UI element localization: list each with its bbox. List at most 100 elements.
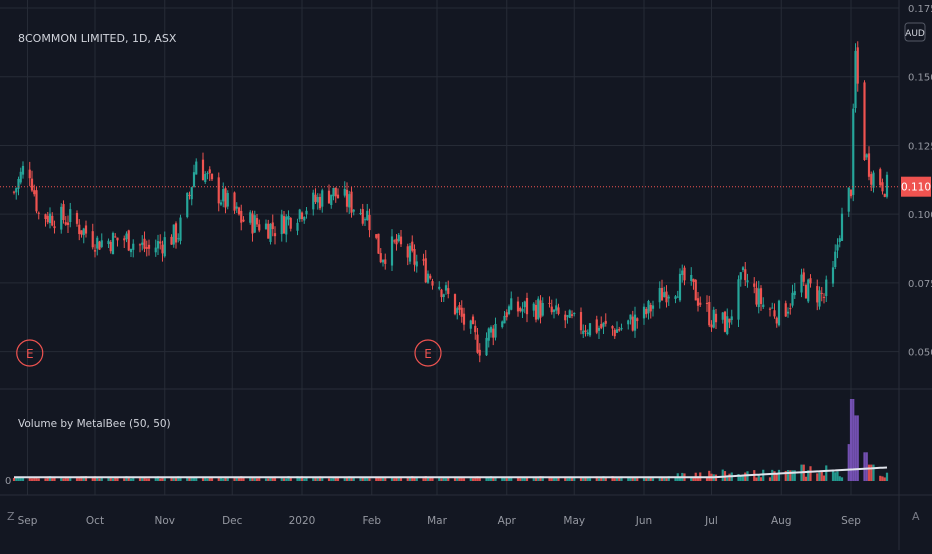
volume-bar [224,476,227,481]
volume-axis-label: 0 [5,476,11,487]
volume-bar [348,476,351,481]
time-tick-label: Sep [18,515,38,527]
volume-bar [692,476,695,481]
volume-bar [240,476,243,481]
candle-body [129,248,133,253]
zoom-icon[interactable]: Z [7,510,15,523]
volume-bar [825,465,828,481]
candle-body [219,202,223,205]
candle-body [755,287,758,305]
candle-body [726,316,729,335]
volume-bar [125,476,128,481]
volume-bar [159,478,162,481]
candle-body [442,294,445,298]
candle-body [19,171,22,183]
volume-bar [786,470,790,481]
volume-bar [426,477,430,481]
volume-bar [611,476,614,481]
volume-bar [258,477,261,481]
candle-body [35,190,38,212]
candle-body [507,306,511,315]
candle-body [573,313,576,315]
candle-body [600,323,603,329]
currency-badge[interactable] [904,22,926,42]
candle-body [186,192,189,217]
volume-bar [534,477,538,481]
candle-body [728,318,731,323]
volume-bar [519,478,522,481]
candle-body [476,334,479,353]
candle-body [651,305,655,309]
volume-bar [345,477,349,481]
candle-body [397,234,400,242]
candle-body [789,308,792,310]
volume-bar [379,477,382,481]
candle-body [210,173,214,180]
volume-bar [642,477,646,481]
volume-bar [156,476,160,481]
candle-body [415,261,418,267]
candle-body [240,210,243,223]
volume-bar [863,452,866,481]
volume-bar [46,476,49,481]
candle-body [822,296,826,298]
volume-bar [33,477,36,481]
volume-bar [816,473,819,481]
candle-body [179,217,182,241]
volume-bars [12,399,889,481]
candle-body [253,215,256,233]
candle-body [21,165,25,175]
volume-bar [60,478,63,481]
volume-bar [327,478,331,481]
volume-bar [21,477,25,481]
volume-bar [350,477,353,481]
volume-bar [678,476,682,481]
volume-bar [618,476,621,481]
candle-body [375,234,378,238]
volume-bar [505,478,508,481]
candle-body [746,280,749,283]
volume-bar [69,478,72,481]
volume-bar [163,478,166,481]
volume-bar [145,478,148,481]
candle-body [98,241,101,250]
candle-body [159,241,162,244]
candle-body [800,274,803,293]
volume-bar [784,470,787,481]
volume-bar [406,477,409,481]
volume-bar [834,472,837,481]
candle-body [82,228,85,236]
candle-body [226,193,229,207]
volume-bar [298,477,301,481]
volume-bar [584,477,587,481]
candle-body [741,267,745,271]
candle-body [143,238,146,249]
volume-bar [48,476,52,481]
volume-bar [822,475,826,481]
candle-body [303,216,306,221]
volume-bar [141,478,144,481]
candle-body [663,292,666,298]
candle-body [834,251,837,268]
volume-bar [438,477,441,481]
volume-bar [233,476,236,481]
volume-bar [384,477,387,481]
volume-bar [377,476,380,481]
price-axis[interactable]: 0.175 0.150 0.125 0.100 0.075 0.050 [908,4,932,359]
volume-bar [53,477,56,481]
candle-body [66,222,70,225]
volume-bar [447,476,450,481]
time-axis[interactable]: Sep Oct Nov Dec 2020 Feb Mar Apr May Jun Jul Aug Sep [18,515,862,527]
volume-bar [705,476,709,481]
volume-bar [492,476,495,481]
candle-body [550,306,553,313]
volume-bar [629,477,632,481]
volume-bar [296,476,299,481]
volume-bar [462,478,466,481]
candle-body [350,191,353,213]
volume-bar [399,477,403,481]
candle-body [564,314,567,321]
time-tick-label: Nov [155,515,176,527]
auto-scale-icon[interactable]: A [912,510,920,523]
candle-body [613,329,616,337]
